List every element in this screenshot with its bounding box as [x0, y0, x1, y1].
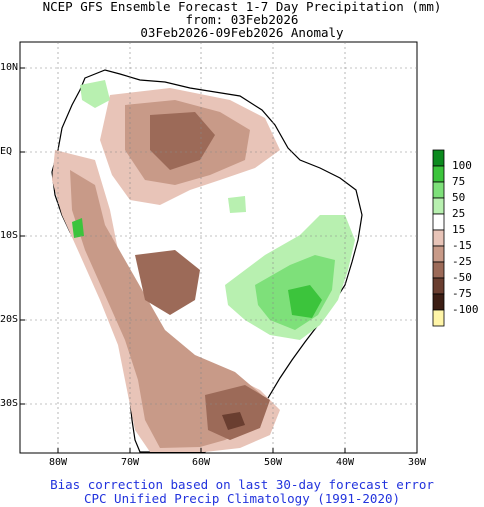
legend-swatch [432, 181, 445, 199]
map-subtitle-period: 03Feb2026-09Feb2026 Anomaly [140, 25, 344, 40]
legend-swatch [432, 213, 445, 231]
dry-region-central-dark [135, 250, 200, 315]
wet-region-north [80, 80, 110, 108]
legend-swatch [432, 165, 445, 183]
axis-ticks [20, 67, 418, 453]
lon-label-60w: 60W [191, 457, 211, 468]
legend-label: -25 [452, 255, 472, 268]
legend-label: 50 [452, 191, 466, 204]
legend-label: -75 [452, 287, 472, 300]
lon-label-40w: 40W [335, 457, 355, 468]
legend-swatch [432, 261, 445, 279]
dry-region-north-dark [150, 112, 215, 170]
legend [432, 149, 445, 327]
legend-swatch [432, 309, 445, 327]
legend-label: 100 [452, 159, 472, 172]
map-title: NCEP GFS Ensemble Forecast 1-7 Day Preci… [42, 0, 442, 14]
wet-region-small [228, 196, 246, 213]
legend-label: -100 [452, 303, 479, 316]
map-subtitle-from: from: 03Feb2026 [185, 12, 299, 27]
footer-bias-note: Bias correction based on last 30-day for… [50, 477, 434, 492]
footer-climatology-note: CPC Unified Precip Climatology (1991-202… [83, 491, 401, 506]
lon-label-70w: 70W [120, 457, 140, 468]
legend-label: -50 [452, 271, 472, 284]
legend-swatch [432, 277, 445, 295]
lon-label-30w: 30W [407, 457, 427, 468]
legend-label: 25 [452, 207, 466, 220]
legend-label: 15 [452, 223, 466, 236]
dry-region-south-darkest [222, 412, 245, 430]
dry-region-west-mid [70, 170, 262, 448]
lat-label-eq: EQ [0, 146, 13, 157]
legend-swatch [432, 229, 445, 247]
wet-region-peru [72, 218, 84, 238]
lat-label-10n: 10N [0, 62, 19, 73]
lon-label-50w: 50W [263, 457, 283, 468]
wet-region-east-dark [288, 285, 322, 318]
legend-label: -15 [452, 239, 472, 252]
lon-label-80w: 80W [48, 457, 68, 468]
lat-label-10s: 10S [0, 230, 19, 241]
legend-swatch [432, 245, 445, 263]
legend-swatch [432, 197, 445, 215]
lat-label-30s: 30S [0, 398, 19, 409]
legend-swatch [432, 149, 445, 167]
legend-swatch [432, 293, 445, 311]
graticule [20, 42, 417, 453]
lat-label-20s: 20S [0, 314, 19, 325]
legend-label: 75 [452, 175, 466, 188]
